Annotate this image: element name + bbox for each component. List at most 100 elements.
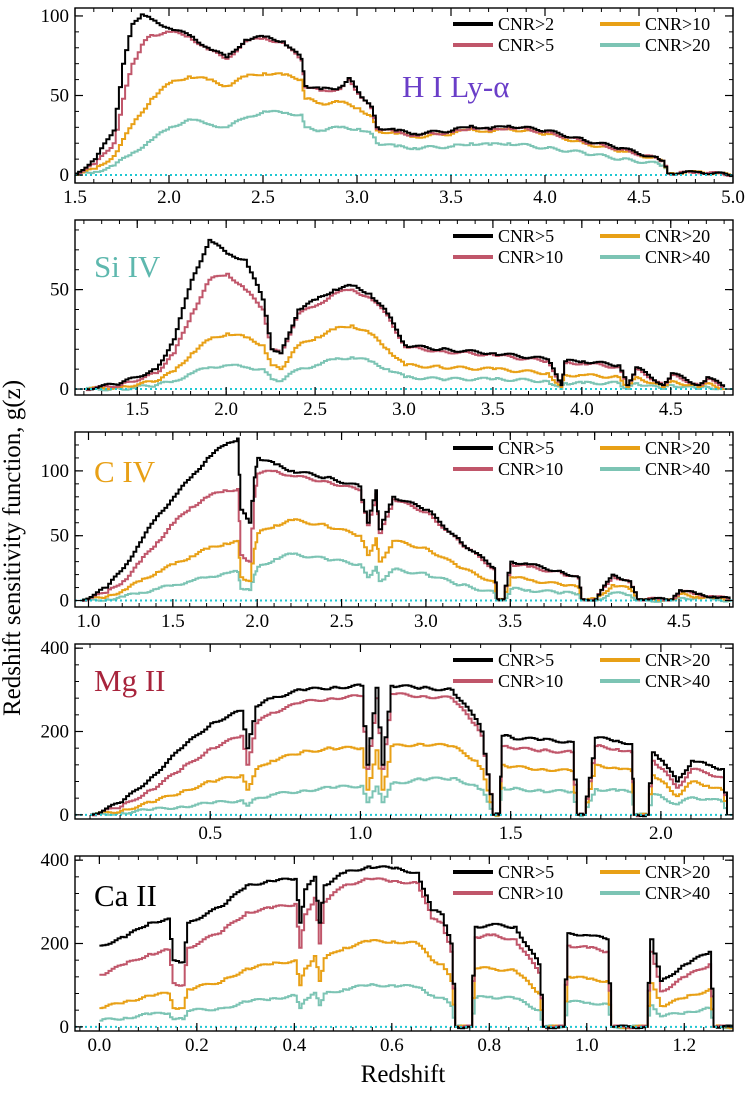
x-tick-label: 1.0 xyxy=(575,1035,599,1056)
x-tick-label: 3.0 xyxy=(345,187,369,208)
series-group xyxy=(75,13,733,178)
x-tick-label: 4.0 xyxy=(533,187,557,208)
y-tick-label: 50 xyxy=(50,86,69,107)
legend-label: CNR>20 xyxy=(645,862,710,882)
ion-label: Mg II xyxy=(94,663,165,698)
x-tick-label: 1.2 xyxy=(672,1035,696,1056)
ion-label: Si IV xyxy=(94,249,161,284)
x-tick-label: 4.0 xyxy=(583,611,607,632)
legend-label: CNR>40 xyxy=(645,883,710,903)
series-line-cnrgt40 xyxy=(99,983,733,1030)
ion-label: C IV xyxy=(94,454,156,489)
y-tick-label: 50 xyxy=(50,526,69,547)
y-tick-label: 100 xyxy=(41,461,70,482)
y-tick-label: 200 xyxy=(41,934,70,955)
y-tick-label: 100 xyxy=(41,6,70,27)
x-tick-label: 3.0 xyxy=(414,611,438,632)
series-line-cnrgt5 xyxy=(75,30,733,177)
x-tick-label: 1.5 xyxy=(161,611,185,632)
series-line-cnrgt2 xyxy=(75,13,733,177)
series-line-cnrgt10 xyxy=(90,692,728,818)
x-tick-label: 1.5 xyxy=(499,823,523,844)
y-tick-label: 0 xyxy=(60,165,70,186)
series-line-cnrgt40 xyxy=(83,356,726,392)
x-tick-label: 2.5 xyxy=(303,399,327,420)
legend-label: CNR>10 xyxy=(498,459,563,479)
y-tick-label: 400 xyxy=(41,638,70,659)
legend-label: CNR>5 xyxy=(498,862,554,882)
x-tick-label: 0.5 xyxy=(198,823,222,844)
legend-label: CNR>10 xyxy=(498,671,563,691)
y-axis-title: Redshift sensitivity function, g(z) xyxy=(0,380,26,716)
series-group xyxy=(90,683,728,818)
x-tick-label: 2.0 xyxy=(245,611,269,632)
legend-label: CNR>5 xyxy=(498,35,554,55)
legend-label: CNR>2 xyxy=(498,14,554,34)
series-group xyxy=(99,865,733,1030)
series-line-cnrgt20 xyxy=(99,939,733,1030)
x-tick-label: 2.0 xyxy=(214,399,238,420)
series-line-cnrgt5 xyxy=(99,865,733,1030)
legend-label: CNR>20 xyxy=(645,35,710,55)
series-line-cnrgt5 xyxy=(83,238,726,391)
ion-label: H I Ly-α xyxy=(402,69,510,104)
series-line-cnrgt40 xyxy=(90,776,728,818)
x-tick-label: 1.5 xyxy=(63,187,87,208)
y-tick-label: 0 xyxy=(60,805,70,826)
panel-5: 0.0 0.2 0.4 0.6 0.8 1.0 1.20200400CNR>5CNR>10C… xyxy=(41,850,734,1056)
y-tick-label: 400 xyxy=(41,850,70,871)
x-tick-label: 0.8 xyxy=(477,1035,501,1056)
legend-label: CNR>40 xyxy=(645,247,710,267)
series-group xyxy=(83,238,726,392)
series-line-cnrgt40 xyxy=(80,552,731,603)
ion-label: Ca II xyxy=(94,878,157,913)
series-line-cnrgt20 xyxy=(90,742,728,817)
panel-3: 1.0 1.5 2.0 2.5 3.0 3.5 4.0 4.5 0 50 100 CNR>5CNR>1… xyxy=(41,431,734,632)
legend-label: CNR>40 xyxy=(645,459,710,479)
x-tick-label: 1.0 xyxy=(349,823,373,844)
x-axis-title: Redshift xyxy=(361,1061,446,1088)
legend-label: CNR>5 xyxy=(498,650,554,670)
y-tick-label: 0 xyxy=(60,591,70,612)
legend-label: CNR>5 xyxy=(498,438,554,458)
legend-label: CNR>20 xyxy=(645,650,710,670)
series-line-cnrgt10 xyxy=(99,877,733,1030)
legend-label: CNR>5 xyxy=(498,226,554,246)
y-tick-label: 200 xyxy=(41,722,70,743)
series-group xyxy=(80,437,731,603)
x-tick-label: 1.0 xyxy=(77,611,101,632)
series-line-cnrgt10 xyxy=(83,272,725,392)
legend-label: CNR>40 xyxy=(645,671,710,691)
x-tick-label: 0.0 xyxy=(87,1035,111,1056)
x-tick-label: 3.5 xyxy=(439,187,463,208)
x-tick-label: 2.0 xyxy=(157,187,181,208)
x-tick-label: 0.2 xyxy=(185,1035,209,1056)
x-tick-label: 4.0 xyxy=(570,399,594,420)
x-tick-label: 3.5 xyxy=(481,399,505,420)
x-tick-label: 0.4 xyxy=(282,1035,306,1056)
legend-label: CNR>10 xyxy=(498,883,563,903)
legend-label: CNR>10 xyxy=(645,14,710,34)
y-tick-label: 0 xyxy=(60,379,70,400)
legend-label: CNR>20 xyxy=(645,438,710,458)
series-line-cnrgt20 xyxy=(75,109,733,178)
x-tick-label: 3.0 xyxy=(392,399,416,420)
x-tick-label: 2.5 xyxy=(330,611,354,632)
x-tick-label: 4.5 xyxy=(667,611,691,632)
x-tick-label: 4.5 xyxy=(659,399,683,420)
x-tick-label: 3.5 xyxy=(498,611,522,632)
series-line-cnrgt20 xyxy=(83,324,726,391)
y-tick-label: 50 xyxy=(50,280,69,301)
x-tick-label: 1.5 xyxy=(125,399,149,420)
x-tick-label: 2.0 xyxy=(649,823,673,844)
x-tick-label: 5.0 xyxy=(721,187,745,208)
x-tick-label: 4.5 xyxy=(627,187,651,208)
